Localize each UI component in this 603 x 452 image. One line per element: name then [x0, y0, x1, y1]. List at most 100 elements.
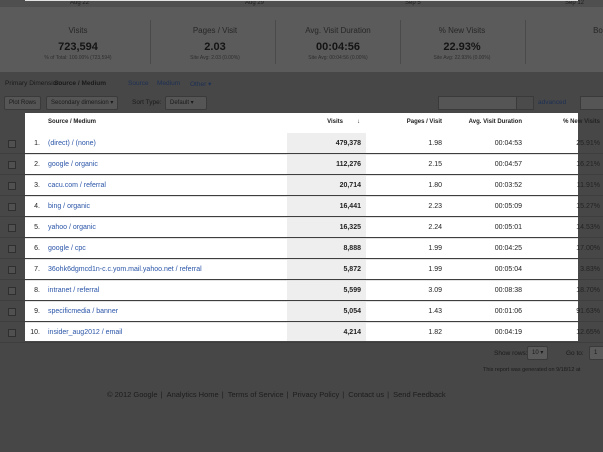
search-button[interactable] — [516, 96, 534, 110]
row-checkbox[interactable] — [8, 161, 16, 169]
cell-value: 1.82 — [428, 329, 442, 336]
row-checkbox[interactable] — [8, 308, 16, 316]
cell-value: 5,054 — [343, 308, 361, 315]
metric-note: Site Avg: 2.03 (0.00%) — [190, 55, 240, 61]
cell-value: 16,441 — [339, 203, 361, 210]
dimension-option[interactable]: Source — [128, 80, 149, 87]
advanced-link[interactable]: advanced — [538, 99, 567, 106]
timeline-label: Sep 12 — [565, 0, 585, 6]
cell-value: 479,378 — [335, 140, 361, 147]
row-checkbox[interactable] — [8, 266, 16, 274]
footer-item[interactable]: Terms of Service — [227, 390, 284, 399]
source-medium-link[interactable]: google / cpc — [48, 245, 86, 252]
panel-row-rule — [25, 154, 578, 155]
rows-select[interactable]: 10 — [527, 346, 549, 360]
search-box[interactable] — [438, 96, 517, 110]
dimension-option[interactable]: Medium — [157, 80, 181, 87]
cell-value: 16.21% — [576, 161, 600, 168]
row-number: 6. — [34, 245, 40, 252]
row-number: 3. — [34, 182, 40, 189]
row-checkbox[interactable] — [8, 203, 16, 211]
row-rule — [0, 279, 603, 280]
generated-note: This report was generated on 9/18/12 at — [483, 367, 581, 373]
cell-value: 00:04:25 — [494, 245, 522, 252]
cell-value: 16,325 — [339, 224, 361, 231]
footer-item[interactable]: Send Feedback — [393, 390, 446, 399]
row-checkbox[interactable] — [8, 245, 16, 253]
row-checkbox[interactable] — [8, 329, 16, 337]
cell-value: 00:04:57 — [494, 161, 522, 168]
footer-item: © 2012 Google — [107, 390, 158, 399]
cell-value: 20,714 — [339, 182, 361, 189]
goto-label: Go to: — [566, 350, 584, 357]
sort-button[interactable]: Default — [165, 96, 207, 110]
cell-value: 00:03:52 — [494, 182, 522, 189]
row-rule — [0, 258, 603, 259]
metric-label: Pages / Visit — [192, 26, 238, 35]
column-header: % New Visits — [563, 119, 600, 125]
dimension-label: Primary Dimension: — [5, 80, 62, 87]
row-rule — [0, 342, 603, 343]
cell-value: 112,276 — [336, 161, 361, 168]
metric-value: 723,594 — [58, 41, 98, 53]
cell-value: 25.91% — [576, 140, 600, 147]
footer-item[interactable]: Privacy Policy — [292, 390, 340, 399]
cell-value: 17.00% — [576, 245, 600, 252]
metric-label: % New Visits — [438, 26, 486, 35]
row-number: 5. — [34, 224, 40, 231]
cell-value: 18.70% — [576, 287, 600, 294]
row-checkbox[interactable] — [8, 224, 16, 232]
source-medium-link[interactable]: (direct) / (none) — [48, 140, 96, 147]
row-rule — [0, 195, 603, 196]
cell-value: 00:04:19 — [494, 329, 522, 336]
panel-row-rule — [25, 196, 578, 197]
panel-row-rule — [25, 301, 578, 302]
row-checkbox[interactable] — [8, 140, 16, 148]
row-rule — [0, 321, 603, 322]
cell-value: 1.99 — [428, 266, 442, 273]
dimension-option[interactable]: Other — [190, 80, 211, 88]
column-header: Avg. Visit Duration — [468, 119, 522, 125]
row-number: 7. — [34, 266, 40, 273]
source-medium-link[interactable]: cacu.com / referral — [48, 182, 106, 189]
source-medium-link[interactable]: bing / organic — [48, 203, 91, 210]
footer-divider: | — [160, 390, 163, 399]
cell-value: 00:04:53 — [494, 140, 522, 147]
separator — [275, 20, 276, 64]
cell-value: 5,599 — [343, 287, 361, 294]
panel-row-rule — [25, 217, 578, 218]
row-checkbox[interactable] — [8, 287, 16, 295]
footer-item[interactable]: Contact us — [348, 390, 385, 399]
cell-value: 2.24 — [428, 224, 442, 231]
cell-value: 11.91% — [576, 182, 600, 189]
source-medium-link[interactable]: intranet / referral — [48, 287, 100, 294]
metric-value: 00:04:56 — [315, 41, 361, 53]
source-medium-link[interactable]: google / organic — [48, 161, 98, 168]
source-medium-link[interactable]: insider_aug2012 / email — [48, 329, 123, 336]
plot-rows-button[interactable]: Plot Rows — [4, 96, 42, 110]
cell-value: 00:05:04 — [494, 266, 522, 273]
row-checkbox[interactable] — [8, 182, 16, 190]
show-rows-label: Show rows: — [494, 350, 528, 357]
page-input[interactable]: 1 — [589, 346, 603, 360]
row-number: 10. — [30, 329, 40, 336]
source-medium-link[interactable]: specificmedia / banner — [48, 308, 119, 315]
cell-value: 14.53% — [576, 224, 600, 231]
source-medium-link[interactable]: 36ohk6dgmcd1n-c.c.yom.mail.yahoo.net / r… — [48, 266, 202, 273]
footer-item[interactable]: Analytics Home — [166, 390, 219, 399]
column-header: Pages / Visit — [406, 119, 442, 125]
timeline-strip — [0, 0, 603, 7]
footer-divider: | — [342, 390, 345, 399]
row-number: 8. — [34, 287, 40, 294]
footer-divider: | — [286, 390, 289, 399]
row-rule — [0, 300, 603, 301]
panel-row-rule — [25, 238, 578, 239]
secondary-dimension-button[interactable]: Secondary dimension — [46, 96, 119, 110]
metric-note: Site Avg: 22.93% (0.00%) — [433, 55, 491, 61]
sort-arrow: ↓ — [357, 119, 360, 125]
row-number: 4. — [34, 203, 40, 210]
view-toggle[interactable] — [580, 96, 603, 110]
summary-bar — [0, 0, 603, 72]
source-medium-link[interactable]: yahoo / organic — [48, 224, 96, 231]
row-rule — [0, 237, 603, 238]
